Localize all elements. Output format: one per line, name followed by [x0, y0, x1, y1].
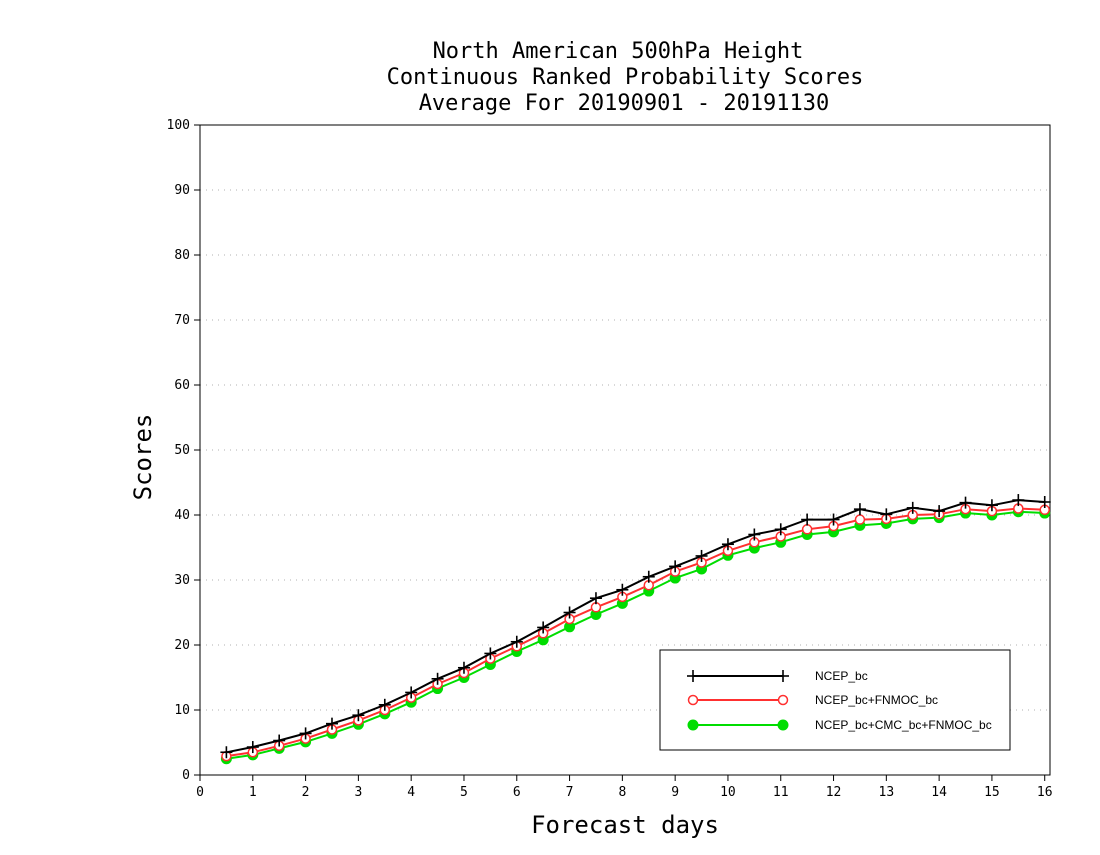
series-0-point-22	[801, 513, 814, 526]
x-tick-label-11: 11	[773, 785, 789, 800]
series-0-point-0	[220, 746, 233, 759]
series-0-point-21	[774, 523, 787, 536]
series-0-point-24	[853, 503, 866, 516]
series-0	[220, 494, 1051, 759]
series-0-point-7	[405, 686, 418, 699]
x-tick-label-6: 6	[513, 785, 521, 800]
series-0-point-2	[273, 734, 286, 747]
legend-marker-right-0	[777, 670, 789, 682]
chart-title: North American 500hPa Height Continuous …	[387, 39, 864, 116]
x-axis-label: Forecast days	[531, 811, 719, 839]
series-0-point-14	[589, 592, 602, 605]
x-tick-label-15: 15	[984, 785, 1000, 800]
grid-lines	[200, 124, 1050, 711]
y-tick-label-60: 60	[174, 378, 190, 393]
series-0-point-20	[748, 528, 761, 541]
series-0-point-31	[1038, 496, 1051, 508]
x-tick-label-7: 7	[566, 785, 574, 800]
series-lines	[220, 494, 1051, 765]
x-tick-label-14: 14	[931, 785, 947, 800]
series-0-point-19	[721, 538, 734, 551]
x-tick-label-3: 3	[354, 785, 362, 800]
x-tick-label-13: 13	[879, 785, 895, 800]
legend-marker-right-2	[777, 719, 789, 731]
series-0-point-8	[431, 672, 444, 685]
y-tick-label-30: 30	[174, 573, 190, 588]
title-line-1: North American 500hPa Height	[433, 39, 804, 64]
x-tick-label-12: 12	[826, 785, 842, 800]
series-1-point-22	[801, 524, 813, 535]
legend-label-0: NCEP_bc	[815, 669, 868, 683]
series-0-point-15	[616, 583, 629, 596]
x-tick-label-8: 8	[618, 785, 626, 800]
series-0-point-27	[933, 505, 946, 518]
series-1-point-24	[854, 514, 866, 525]
series-0-point-4	[325, 717, 338, 730]
series-0-point-6	[378, 698, 391, 711]
y-tick-label-0: 0	[182, 768, 190, 783]
title-line-2: Continuous Ranked Probability Scores	[387, 65, 864, 90]
series-0-point-12	[537, 621, 550, 634]
series-0-point-23	[827, 513, 840, 526]
y-tick-label-90: 90	[174, 183, 190, 198]
series-0-point-18	[695, 549, 708, 562]
y-tick-label-80: 80	[174, 248, 190, 263]
series-0-point-25	[880, 508, 893, 521]
title-line-3: Average For 20190901 - 20191130	[419, 91, 830, 116]
legend: NCEP_bc NCEP_bc+FNMOC_bc NCEP_bc+CMC_bc+FN…	[659, 649, 1011, 751]
y-axis-label: Scores	[129, 414, 157, 501]
series-0-point-3	[299, 727, 312, 740]
y-tick-label-100: 100	[167, 118, 190, 133]
legend-label-1: NCEP_bc+FNMOC_bc	[815, 693, 938, 707]
legend-marker-left-2	[687, 719, 699, 731]
y-tick-label-70: 70	[174, 313, 190, 328]
series-0-point-5	[352, 709, 365, 722]
x-tick-label-4: 4	[407, 785, 415, 800]
legend-marker-left-1	[687, 694, 699, 706]
x-tick-label-0: 0	[196, 785, 204, 800]
series-0-point-30	[1012, 494, 1025, 507]
x-tick-label-9: 9	[671, 785, 679, 800]
series-0-point-26	[906, 501, 919, 514]
series-0-point-16	[642, 570, 655, 583]
x-tick-label-16: 16	[1037, 785, 1053, 800]
series-0-point-13	[563, 606, 576, 619]
y-tick-label-40: 40	[174, 508, 190, 523]
series-0-line	[226, 499, 1045, 754]
x-tick-label-5: 5	[460, 785, 468, 800]
series-0-point-28	[959, 496, 972, 509]
series-0-point-17	[669, 560, 682, 573]
x-tick-label-1: 1	[249, 785, 257, 800]
series-0-point-10	[484, 647, 497, 660]
x-tick-label-10: 10	[720, 785, 736, 800]
series-0-point-1	[246, 741, 259, 754]
y-tick-label-20: 20	[174, 638, 190, 653]
series-0-point-9	[457, 661, 470, 674]
y-tick-label-50: 50	[174, 443, 190, 458]
legend-marker-left-0	[687, 670, 699, 682]
legend-label-2: NCEP_bc+CMC_bc+FNMOC_bc	[815, 718, 992, 732]
legend-marker-right-1	[777, 694, 789, 706]
series-0-point-11	[510, 635, 523, 648]
x-tick-label-2: 2	[302, 785, 310, 800]
series-0-point-29	[985, 499, 998, 512]
y-tick-label-10: 10	[174, 703, 190, 718]
